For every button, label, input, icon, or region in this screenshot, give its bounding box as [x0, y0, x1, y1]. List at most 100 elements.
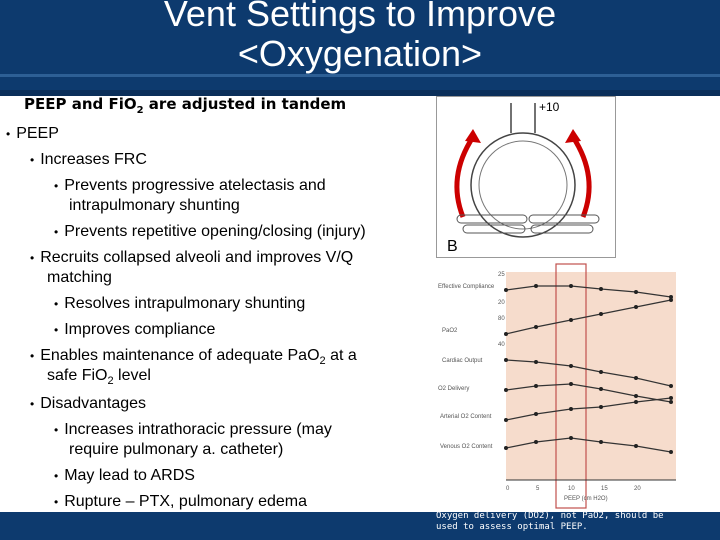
row-label-cardiac-output: Cardiac Output	[442, 358, 483, 364]
chart-point	[534, 412, 538, 416]
subtitle-sub: 2	[136, 105, 144, 116]
row-label-venous: Venous O2 Content	[440, 444, 493, 450]
chart-point	[504, 332, 508, 336]
x-tick-20: 20	[634, 486, 641, 492]
chart-point	[534, 360, 538, 364]
cardiac-output-line	[505, 359, 672, 387]
title-line-2: <Oxygenation>	[237, 33, 483, 74]
bullet-sub: 2	[319, 355, 326, 368]
bullet-intrathoracic: • Increases intrathoracic pressure (may	[54, 421, 332, 438]
red-arrow-left-icon	[454, 135, 476, 218]
venous-o2-line	[505, 437, 672, 453]
bullet-sub: 2	[107, 375, 114, 388]
chart-point	[569, 284, 573, 288]
chart-point	[599, 312, 603, 316]
red-arrowhead-left-icon	[465, 129, 481, 143]
subtitle-pre: PEEP and FiO	[24, 95, 137, 113]
x-tick-5: 5	[536, 486, 540, 492]
row-label-compliance: Effective Compliance	[438, 284, 495, 290]
chart-point	[669, 298, 673, 302]
slide-subtitle: PEEP and FiO2 are adjusted in tandem	[24, 95, 346, 116]
chart-point	[599, 405, 603, 409]
bullet-text: matching	[47, 269, 112, 286]
chart-point	[534, 384, 538, 388]
bullet-pao2: • Enables maintenance of adequate PaO2 at…	[30, 347, 357, 368]
chart-point	[534, 325, 538, 329]
chart-point	[669, 400, 673, 404]
o2-delivery-line	[505, 383, 672, 403]
chart-point	[634, 305, 638, 309]
capillary-right-1	[528, 214, 600, 224]
bullet-injury: • Prevents repetitive opening/closing (in…	[54, 223, 366, 240]
footer-bar	[0, 512, 720, 540]
alveolus-figure: +10 B	[436, 96, 616, 258]
chart-point	[599, 370, 603, 374]
chart-point	[669, 396, 673, 400]
chart-point	[599, 387, 603, 391]
row-label-arterial: Arterial O2 Content	[440, 414, 492, 420]
chart-point	[534, 284, 538, 288]
chart-point	[569, 382, 573, 386]
row-label-pao2: PaO2	[442, 328, 458, 334]
bullet-shunting: • Resolves intrapulmonary shunting	[54, 295, 306, 312]
plus10-label: +10	[539, 100, 560, 114]
red-arrow-right-icon	[570, 135, 592, 218]
chart-point	[569, 436, 573, 440]
title-bottom-band	[0, 90, 720, 96]
bullet-text: Increases intrathoracic pressure (may	[64, 421, 332, 438]
chart-point	[669, 450, 673, 454]
chart-point	[634, 290, 638, 294]
bullet-text: Disadvantages	[40, 395, 147, 412]
bullet-atelectasis: • Prevents progressive atelectasis and	[54, 177, 326, 194]
chart-point	[504, 388, 508, 392]
bullet-text: PEEP	[16, 125, 59, 142]
capillary-left-2	[462, 224, 526, 234]
alveolus-outer	[470, 132, 576, 238]
figure-b-label: B	[447, 238, 458, 255]
y-tick-40: 40	[498, 342, 505, 348]
bullet-ards: • May lead to ARDS	[54, 467, 195, 484]
chart-point	[569, 407, 573, 411]
footer-note: Oxygen delivery (DO2), not PaO2, should …	[436, 511, 664, 532]
chart-plot-bg	[506, 272, 676, 480]
chart-point	[599, 440, 603, 444]
bullet-recruits: • Recruits collapsed alveoli and improves…	[30, 249, 354, 266]
arterial-o2-line	[505, 397, 672, 421]
bullet-text: Enables maintenance of adequate PaO	[40, 347, 320, 364]
chart-point	[634, 394, 638, 398]
x-tick-0: 0	[506, 486, 510, 492]
bullet-atelectasis-cont: intrapulmonary shunting	[69, 196, 240, 216]
chart-point	[634, 444, 638, 448]
bullet-text: Prevents progressive atelectasis and	[64, 177, 326, 194]
peep-effects-figure: Effective Compliance PaO2 Cardiac Output…	[436, 262, 686, 512]
chart-point	[634, 376, 638, 380]
chart-point	[669, 295, 673, 299]
bullet-rupture: • Rupture – PTX, pulmonary edema	[54, 493, 307, 510]
bullet-text: Rupture – PTX, pulmonary edema	[64, 493, 307, 510]
red-arrowhead-right-icon	[565, 129, 581, 143]
bullet-text: safe FiO	[47, 367, 108, 384]
chart-point	[504, 446, 508, 450]
bullet-text: May lead to ARDS	[64, 467, 195, 484]
bullet-text: Increases FRC	[40, 151, 147, 168]
compliance-line	[505, 285, 672, 298]
chart-point	[669, 384, 673, 388]
row-lines	[505, 285, 672, 453]
airway-icon	[510, 103, 536, 133]
chart-point	[599, 287, 603, 291]
chart-point	[569, 364, 573, 368]
bullet-disadvantages: • Disadvantages	[30, 395, 147, 412]
x-tick-10: 10	[568, 486, 575, 492]
bullet-list: • PEEP • Increases FRC • Prevents progressi…	[6, 125, 366, 510]
chart-point	[504, 418, 508, 422]
peep-effects-chart: Effective Compliance PaO2 Cardiac Output…	[438, 263, 676, 509]
title-stripe	[0, 74, 720, 77]
bullet-text: Prevents repetitive opening/closing (inj…	[64, 223, 366, 240]
chart-point	[634, 400, 638, 404]
subtitle-post: are adjusted in tandem	[143, 95, 347, 113]
bullet-text: intrapulmonary shunting	[69, 197, 240, 214]
title-bar: Vent Settings to Improve <Oxygenation>	[0, 0, 720, 96]
alveolus-diagram: +10 B	[447, 100, 600, 255]
chart-point	[504, 288, 508, 292]
chart-point	[534, 440, 538, 444]
